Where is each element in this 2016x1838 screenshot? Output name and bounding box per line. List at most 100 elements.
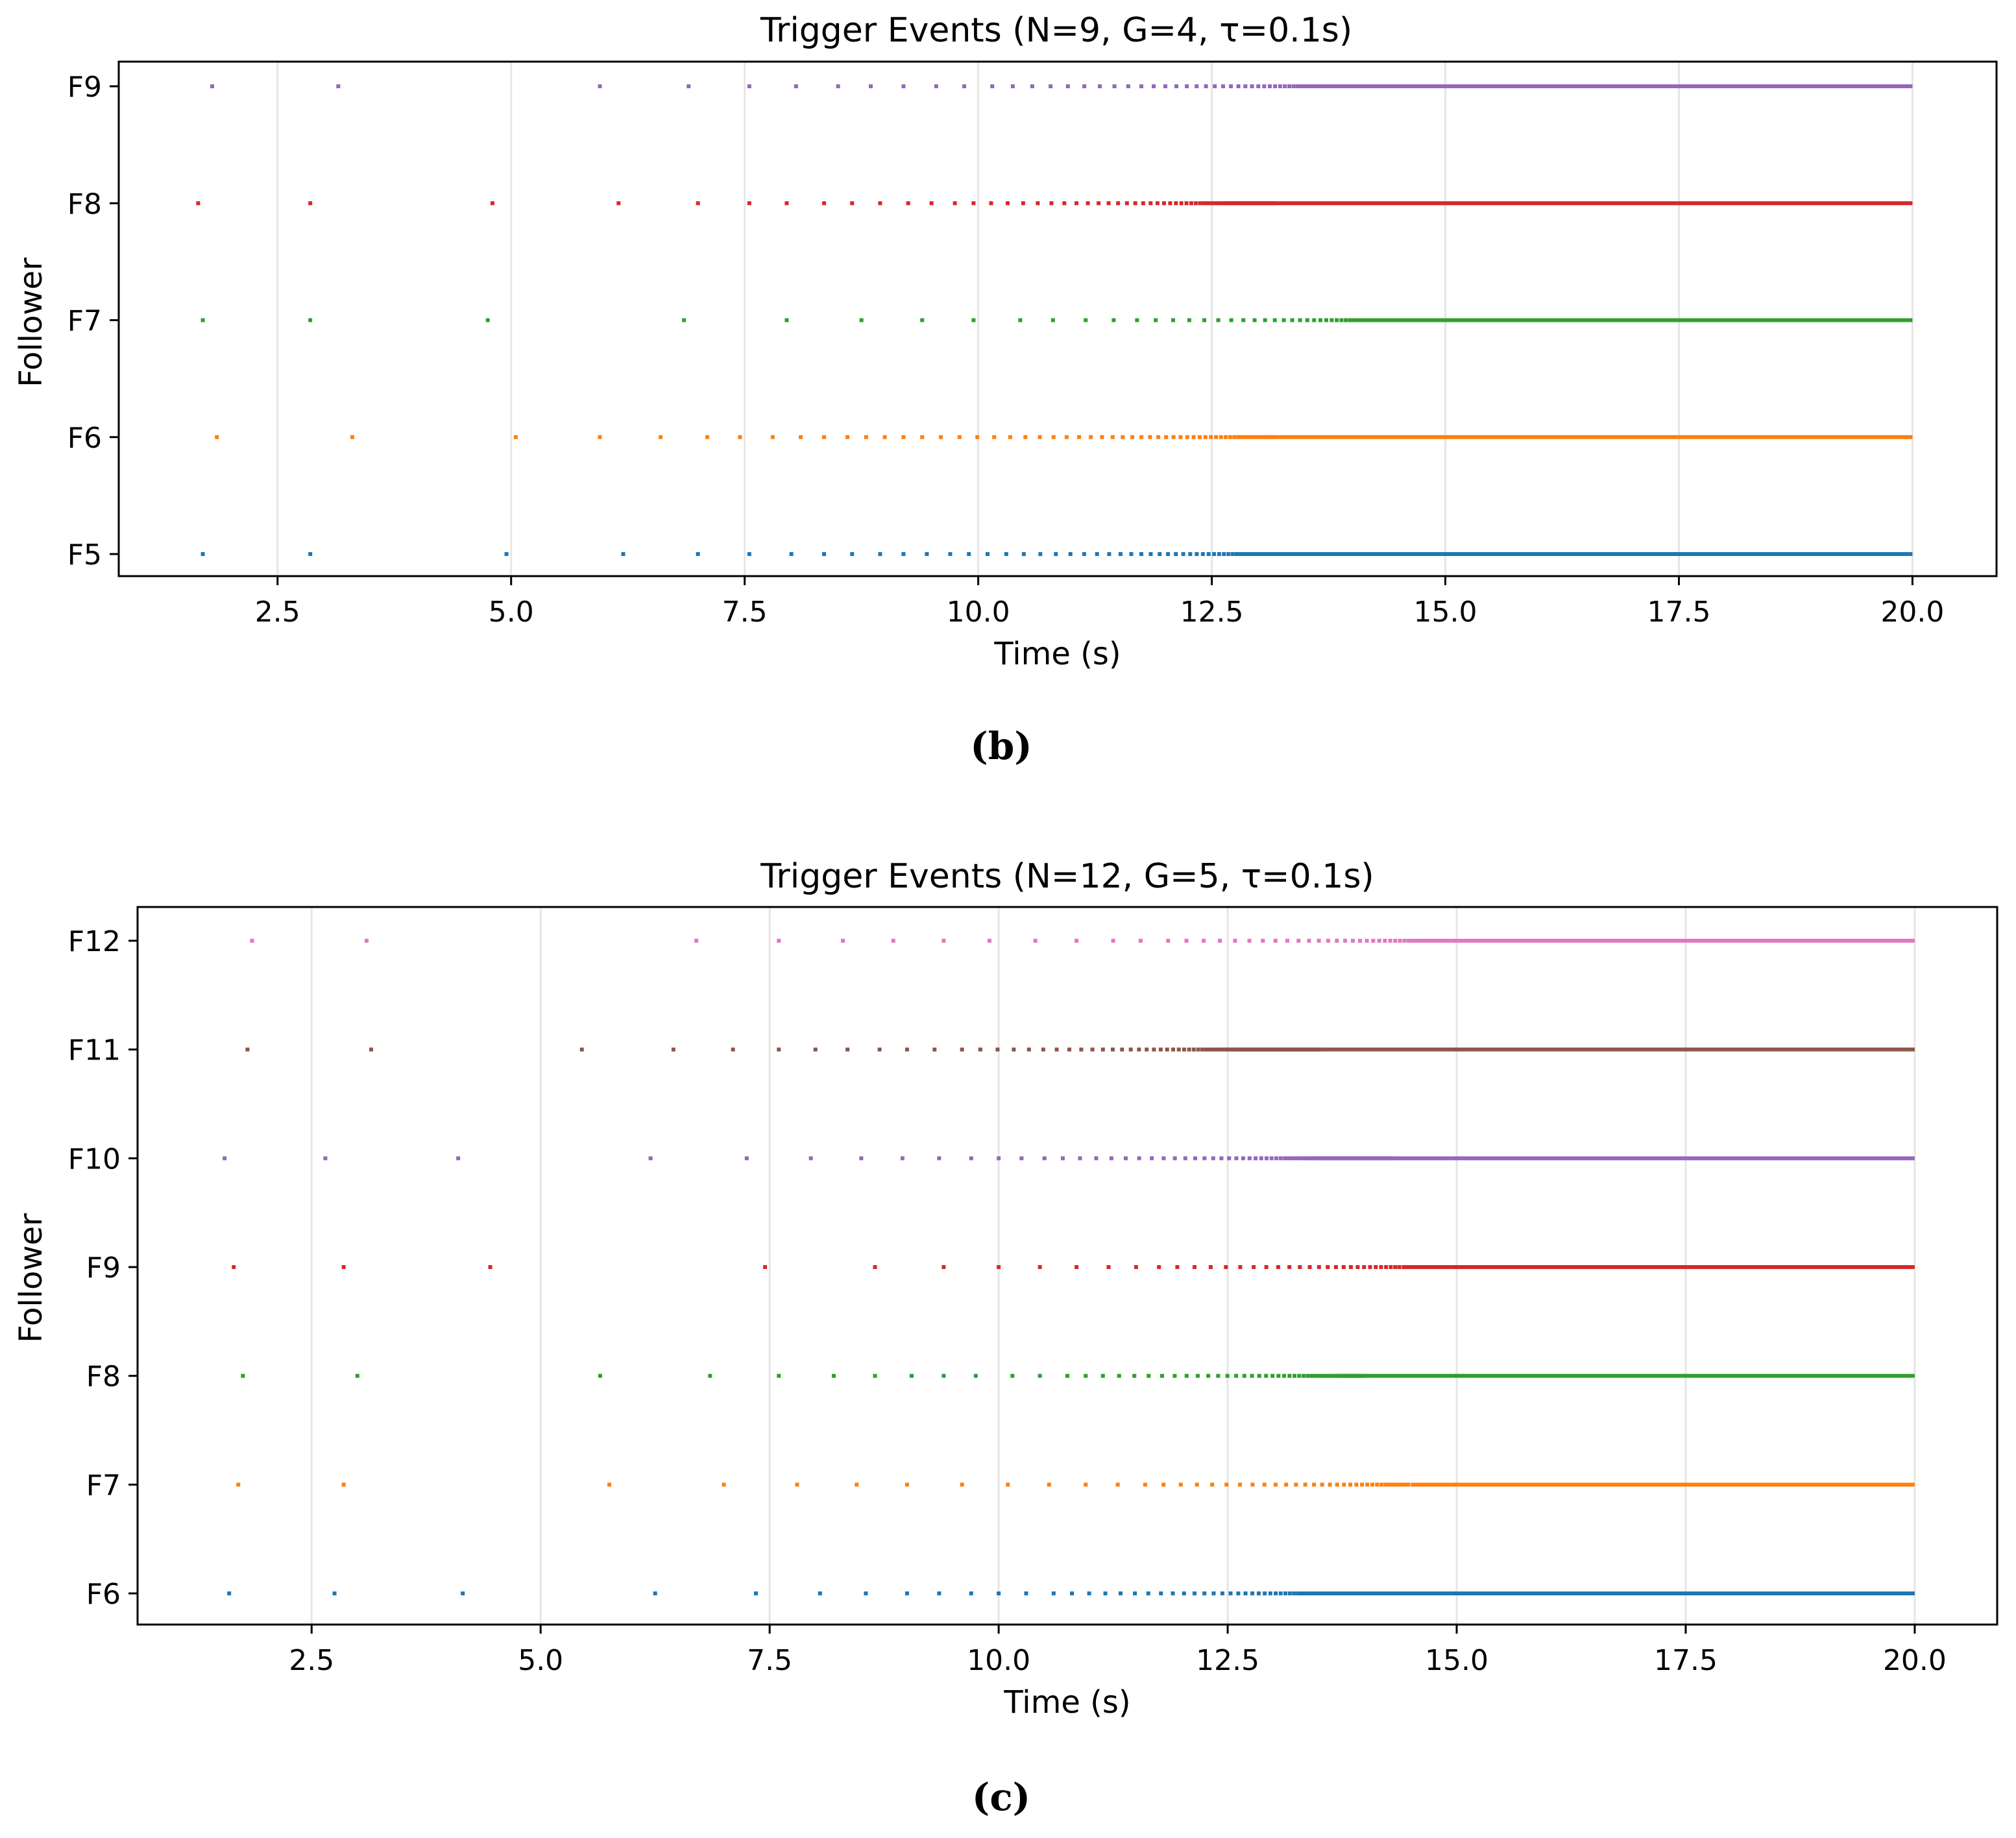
event-point xyxy=(598,84,602,88)
event-point xyxy=(456,1156,461,1161)
event-point xyxy=(1234,1373,1239,1378)
event-point xyxy=(1397,1265,1402,1269)
event-point xyxy=(1123,1156,1128,1161)
event-point xyxy=(241,1373,245,1378)
event-point xyxy=(1241,1156,1245,1161)
event-point xyxy=(973,1373,978,1378)
event-point xyxy=(1152,84,1156,88)
event-point xyxy=(1097,201,1101,206)
event-point xyxy=(1302,552,1307,556)
event-point xyxy=(948,552,953,556)
event-point xyxy=(1287,1265,1292,1269)
event-point xyxy=(864,435,868,439)
event-point xyxy=(1174,84,1179,88)
event-point xyxy=(1038,552,1043,556)
event-point xyxy=(336,84,341,88)
event-point xyxy=(621,552,625,556)
event-point xyxy=(461,1591,465,1595)
event-point xyxy=(1067,1047,1072,1052)
event-point xyxy=(1024,1591,1028,1595)
event-point xyxy=(1269,435,1274,439)
series-f11 xyxy=(245,1047,1915,1052)
event-point xyxy=(1230,201,1235,206)
event-point xyxy=(1424,318,1429,322)
event-point xyxy=(975,435,980,439)
event-point xyxy=(200,552,205,556)
event-point xyxy=(1148,435,1152,439)
event-point xyxy=(1010,84,1015,88)
event-point xyxy=(1065,1373,1069,1378)
event-point xyxy=(1251,552,1256,556)
event-point xyxy=(1150,1156,1154,1161)
event-point xyxy=(1126,84,1130,88)
x-tick-label: 2.5 xyxy=(255,596,300,629)
event-point xyxy=(1268,1591,1272,1595)
event-point xyxy=(1094,1156,1099,1161)
event-point xyxy=(1082,552,1086,556)
event-point xyxy=(1292,1373,1296,1378)
event-point xyxy=(1247,435,1252,439)
event-point xyxy=(1165,1047,1169,1052)
event-point xyxy=(1033,939,1038,943)
series-f12 xyxy=(250,939,1915,943)
event-point xyxy=(1068,552,1073,556)
x-tick-label: 17.5 xyxy=(1647,596,1710,629)
event-point xyxy=(1283,84,1287,88)
event-point xyxy=(1115,1482,1120,1487)
event-point xyxy=(1183,1156,1187,1161)
event-point xyxy=(1187,1047,1191,1052)
event-point xyxy=(978,1047,982,1052)
event-point xyxy=(1298,318,1302,322)
event-point xyxy=(1075,1265,1079,1269)
plot-frame xyxy=(136,906,1998,1626)
event-point xyxy=(1212,552,1217,556)
event-point xyxy=(1354,1482,1359,1487)
event-point xyxy=(1243,1591,1248,1595)
event-point xyxy=(1294,1482,1298,1487)
event-point xyxy=(1317,939,1321,943)
event-point xyxy=(1315,84,1319,88)
event-point xyxy=(1297,1373,1302,1378)
event-point xyxy=(200,318,205,322)
series-f9 xyxy=(210,84,1913,88)
event-point xyxy=(937,1156,941,1161)
event-point xyxy=(1116,201,1121,206)
event-point xyxy=(1192,1265,1196,1269)
event-point xyxy=(1198,201,1202,206)
event-point xyxy=(1090,1047,1095,1052)
event-point xyxy=(1217,1047,1222,1052)
event-point xyxy=(1290,1156,1294,1161)
event-point xyxy=(1156,435,1161,439)
series-f7 xyxy=(200,318,1913,322)
y-tick-label: F9 xyxy=(86,1252,121,1285)
y-axis: F6 F7 F8 F9 F10 F11 F12 xyxy=(68,925,138,1611)
event-point xyxy=(1195,84,1199,88)
series-f6 xyxy=(227,1591,1915,1595)
event-point xyxy=(653,1591,657,1595)
event-point xyxy=(1010,1373,1015,1378)
event-point xyxy=(971,318,976,322)
event-point xyxy=(813,1047,818,1052)
event-point xyxy=(1119,1591,1123,1595)
event-point xyxy=(1403,1482,1408,1487)
event-point xyxy=(1138,939,1143,943)
event-point xyxy=(1078,1156,1082,1161)
event-point xyxy=(909,1373,914,1378)
event-point xyxy=(1226,1047,1230,1052)
event-point xyxy=(1208,1265,1213,1269)
event-point xyxy=(1388,939,1392,943)
event-point xyxy=(1172,1156,1177,1161)
event-point xyxy=(967,552,971,556)
event-point xyxy=(1256,1591,1261,1595)
event-point xyxy=(1365,1482,1370,1487)
event-point xyxy=(747,552,751,556)
x-tick-label: 7.5 xyxy=(722,596,768,629)
event-point xyxy=(1195,1482,1199,1487)
event-point xyxy=(1299,84,1304,88)
event-point xyxy=(1097,84,1102,88)
event-point xyxy=(1219,201,1223,206)
event-point xyxy=(1204,1047,1209,1052)
event-point xyxy=(1250,435,1255,439)
event-point xyxy=(1224,201,1228,206)
